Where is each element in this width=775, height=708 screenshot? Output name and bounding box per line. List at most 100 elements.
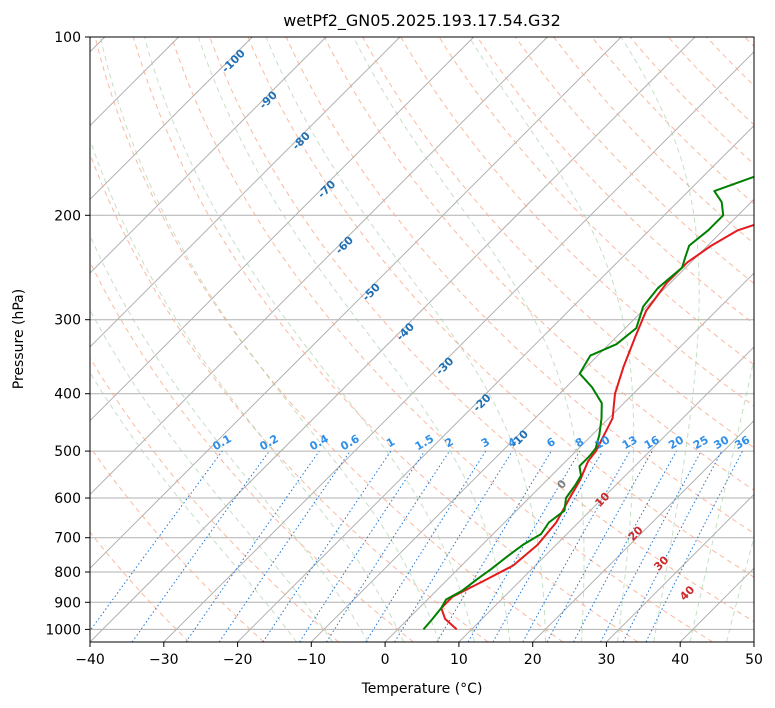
plot-background [90, 37, 754, 642]
isotherm-line [384, 272, 754, 642]
dry-adiabat-line [247, 37, 754, 578]
mixing-ratio-line [299, 450, 426, 642]
x-tick-label: 20 [524, 652, 542, 668]
dry-adiabat-label: -70 [315, 177, 338, 200]
dry-adiabat-line [90, 152, 489, 642]
mixing-ratio-line [185, 450, 320, 642]
dry-adiabat-line [171, 37, 713, 642]
mixing-ratio-line [436, 450, 552, 642]
mixing-ratio-label: 2 [443, 435, 456, 450]
dry-adiabat-line [90, 446, 265, 642]
mixing-ratio-line [90, 450, 223, 632]
mixing-ratio-label: 1 [384, 435, 397, 450]
dry-adiabat-label: -90 [257, 88, 280, 111]
dry-adiabat-line [706, 37, 754, 87]
moist-adiabat-line [90, 137, 405, 642]
mixing-ratio-label: 13 [620, 433, 640, 452]
isotherm-line [606, 493, 754, 642]
mixing-ratio-label: 1.5 [413, 432, 436, 453]
moist-adiabat-label: 10 [592, 489, 612, 509]
dry-adiabat-label: -40 [394, 320, 417, 343]
isotherm-line [753, 641, 754, 642]
isotherm-line [90, 37, 622, 569]
isotherm-line [679, 567, 754, 642]
y-tick-label: 1000 [45, 622, 81, 638]
mixing-ratio-label: 3 [479, 435, 492, 450]
x-tick-label: −40 [75, 652, 105, 668]
dry-adiabat-line [629, 37, 754, 165]
x-tick-label: 0 [381, 652, 390, 668]
mixing-ratio-line [467, 450, 581, 642]
moist-adiabat-line [90, 308, 333, 642]
isotherm-line [90, 37, 696, 642]
mixing-ratio-label: 6 [544, 435, 557, 450]
mixing-ratio-label: 0.6 [338, 432, 362, 453]
mixing-ratio-label: 16 [642, 433, 662, 452]
x-tick-label: −10 [297, 652, 327, 668]
mixing-ratio-label: 36 [732, 433, 752, 452]
y-tick-label: 300 [54, 313, 81, 329]
dry-adiabat-line [362, 37, 754, 449]
dewpoint-line [422, 175, 754, 631]
mixing-ratio-line [325, 450, 450, 642]
x-tick-label: 50 [745, 652, 763, 668]
chart-title: wetPf2_GN05.2025.193.17.54.G32 [283, 11, 561, 31]
mixing-ratio-line [365, 450, 487, 642]
isotherm-line [90, 37, 253, 201]
mixing-ratio-line [522, 450, 631, 642]
moist-adiabat-line [353, 37, 585, 642]
mixing-ratio-line [262, 450, 392, 642]
y-axis: 100 200 300 400 500 600 700 800 900 1000 [45, 30, 90, 638]
dry-adiabat-line [90, 260, 414, 642]
mixing-ratio-label: 0.4 [307, 432, 331, 453]
x-tick-label: −30 [149, 652, 179, 668]
dry-adiabat-line [94, 37, 564, 642]
y-tick-label: 100 [54, 30, 81, 46]
y-tick-label: 400 [54, 387, 81, 403]
x-axis: −40 −30 −20 −10 0 10 20 30 40 50 [75, 642, 763, 668]
dry-adiabat-line [323, 37, 754, 491]
x-axis-title: Temperature (°C) [361, 681, 483, 697]
moist-adiabat-line [90, 234, 369, 642]
dry-adiabat-label: -50 [360, 280, 383, 303]
mixing-ratio-line [573, 450, 677, 642]
moist-adiabat-line [99, 37, 440, 642]
isotherm-line [90, 37, 548, 496]
dry-adiabat-label: -80 [290, 129, 313, 152]
x-tick-label: 10 [450, 652, 468, 668]
dry-adiabat-line [90, 531, 190, 642]
moist-adiabat-line [620, 37, 700, 642]
isotherm-line [163, 51, 754, 642]
mixing-ratio-line [394, 450, 513, 642]
y-axis-title: Pressure (hPa) [11, 289, 27, 389]
mixing-ratio-line [492, 450, 604, 642]
isotherm-line [237, 124, 754, 642]
y-tick-label: 800 [54, 565, 81, 581]
dry-adiabat-line [553, 37, 754, 245]
isotherm-line [532, 419, 754, 642]
x-tick-label: 40 [671, 652, 689, 668]
moist-adiabat-line [468, 37, 635, 642]
y-tick-label: 500 [54, 444, 81, 460]
dry-adiabat-line [591, 37, 754, 205]
mixing-ratio-label: 0.1 [210, 432, 233, 453]
dry-adiabat-label: -60 [333, 233, 356, 256]
plot-lines [422, 175, 754, 631]
dry-adiabat-line [476, 37, 754, 325]
y-tick-label: 900 [54, 595, 81, 611]
mixing-ratio-line [546, 450, 653, 642]
mixing-ratio-label: 30 [712, 433, 732, 452]
dry-adiabat-line [209, 37, 754, 623]
y-tick-label: 600 [54, 491, 81, 507]
dry-adiabat-line [132, 37, 639, 642]
dry-adiabat-line [744, 37, 754, 48]
dry-adiabat-line [515, 37, 754, 285]
mixing-ratio-label: 25 [691, 433, 711, 452]
isotherm-line [310, 198, 754, 642]
moist-adiabat-line [265, 37, 547, 642]
isotherm-line [90, 37, 475, 422]
dry-adiabat-line [90, 356, 339, 642]
moist-adiabat-line [726, 535, 754, 642]
moist-adiabat-label: 40 [677, 583, 697, 603]
